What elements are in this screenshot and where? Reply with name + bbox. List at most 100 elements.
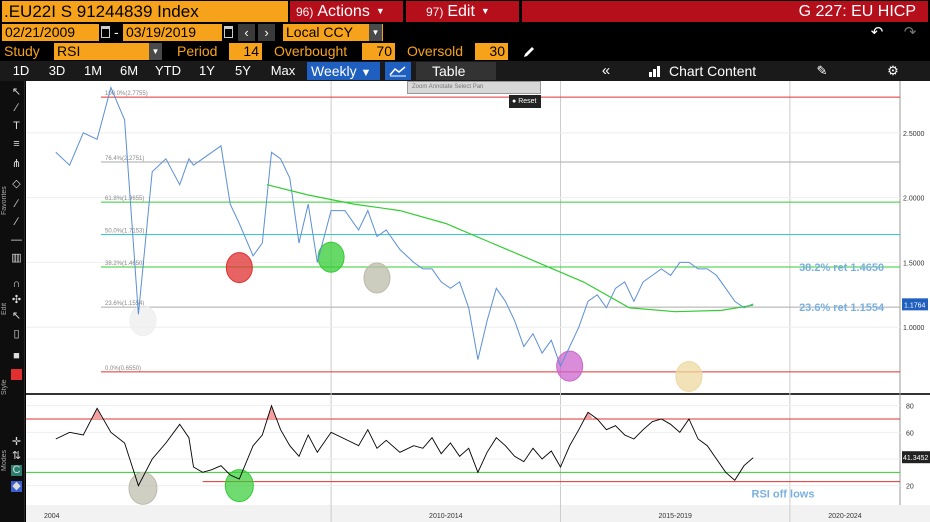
date-separator: - — [114, 24, 119, 40]
trend-line-icon[interactable]: ∕ — [15, 216, 18, 228]
timeframe-ytd[interactable]: YTD — [155, 63, 181, 78]
marker-circle — [317, 241, 345, 273]
fib-level-label: 38.2%(1.4650) — [105, 261, 144, 267]
horizontal-line-icon[interactable]: — — [11, 234, 22, 246]
price-tick-label: 1.5000 — [903, 260, 925, 267]
collapse-icon[interactable]: « — [601, 62, 611, 79]
price-annotation: 38.2% ret 1.4650 — [799, 262, 884, 274]
actions-menu-button[interactable]: 96) Actions ▼ — [290, 1, 403, 22]
draw-line-icon[interactable]: ∕ — [15, 102, 18, 114]
table-button[interactable]: Table — [416, 62, 496, 80]
chart-content-label: Chart Content — [669, 63, 757, 79]
color-swatch-icon[interactable]: ■ — [13, 350, 20, 362]
text-tool-icon[interactable]: T — [13, 120, 20, 132]
magnet-icon[interactable]: ∩ — [12, 278, 21, 290]
shape-tool-icon[interactable]: ◇ — [12, 178, 21, 190]
bar-chart-icon — [649, 66, 660, 77]
actions-menu-label: Actions — [317, 3, 370, 20]
price-tick-label: 1.0000 — [903, 325, 925, 332]
brush-icon[interactable]: ∕ — [15, 198, 18, 210]
zoom-toolbar[interactable]: Zoom Annotate Select Pan — [407, 81, 541, 94]
undo-icon[interactable]: ↶ — [870, 24, 884, 41]
overbought-label: Overbought — [274, 43, 348, 59]
timeframe-3d[interactable]: 3D — [48, 63, 66, 78]
edit-chart-icon[interactable]: ✎ — [816, 63, 828, 78]
timeframe-1d[interactable]: 1D — [12, 63, 30, 78]
chevron-left-icon[interactable]: ‹ — [238, 24, 255, 41]
pencil-icon[interactable] — [521, 44, 537, 60]
caret-down-icon[interactable]: ▼ — [369, 24, 382, 41]
fib-level-label: 61.8%(1.9655) — [105, 196, 144, 202]
edit-menu-number: 97) — [426, 5, 444, 19]
ticker-field[interactable]: .EU22I S 91244839 Index — [2, 1, 288, 22]
crosshair-icon[interactable]: ✛ — [11, 436, 22, 448]
line-chart-icon[interactable] — [385, 62, 411, 80]
red-swatch-icon[interactable] — [11, 369, 22, 380]
rsi-marker-circle — [224, 469, 254, 503]
rsi-overbought-fill — [92, 408, 103, 419]
edit-menu-button[interactable]: 97) Edit ▼ — [406, 1, 519, 22]
mode-icon[interactable]: C — [11, 464, 22, 476]
rsi-marker-circle — [128, 471, 158, 505]
chart-area[interactable]: 2.5000 2.0000 1.5000 1.0000 100.0%(2.7755) 76… — [26, 81, 930, 522]
modes-label: Modes — [1, 449, 8, 471]
chart-toolbar: 1D 3D 1M 6M YTD 1Y 5Y Max Weekly ▼ Table « Char… — [0, 61, 930, 81]
cursor-icon[interactable]: ↖ — [11, 86, 22, 98]
calendar-icon[interactable] — [101, 26, 110, 38]
chart-svg[interactable]: 2.5000 2.0000 1.5000 1.0000 100.0%(2.7755) 76… — [26, 81, 930, 522]
gear-icon[interactable]: ⚙ — [887, 63, 899, 78]
trash-icon[interactable]: ▯ — [13, 328, 20, 340]
marker-circle — [129, 305, 157, 337]
last-price-label: 1.1764 — [904, 302, 926, 309]
title-bar: .EU22I S 91244839 Index 96) Actions ▼ 97) E… — [0, 0, 930, 23]
marker-circle — [675, 360, 703, 392]
fibonacci-icon[interactable]: ≡ — [13, 138, 20, 150]
channel-icon[interactable]: ▥ — [11, 252, 22, 264]
chart-content-button[interactable]: Chart Content — [624, 62, 804, 80]
xaxis-bg — [26, 505, 930, 522]
timeframe-max[interactable]: Max — [270, 63, 296, 78]
marker-circle — [225, 252, 253, 284]
caret-down-icon: ▼ — [480, 6, 490, 16]
timeframe-5y[interactable]: 5Y — [235, 63, 251, 78]
study-select[interactable]: RSI — [54, 43, 162, 60]
timeframe-1y[interactable]: 1Y — [199, 63, 215, 78]
rsi-tick-label: 60 — [906, 430, 914, 437]
marker-circle — [363, 262, 391, 294]
select-icon[interactable]: ↖ — [11, 310, 22, 322]
period-label: Period — [177, 43, 218, 59]
calendar-icon[interactable] — [224, 26, 233, 38]
end-date-field[interactable]: 03/19/2019 — [123, 24, 222, 41]
fib-level-label: 100.0%(2.7755) — [105, 91, 148, 97]
date-range-bar: 02/21/2009 - 03/19/2019 ‹ › Local CCY ▼ … — [0, 23, 930, 42]
reset-button[interactable]: ● Reset — [509, 95, 541, 108]
rsi-overbought-fill — [266, 405, 277, 419]
price-tick-label: 2.5000 — [903, 131, 925, 138]
currency-select[interactable]: Local CCY — [283, 24, 383, 41]
redo-icon[interactable]: ↷ — [903, 24, 917, 41]
timeframe-1m[interactable]: 1M — [83, 63, 103, 78]
fib-level-label: 23.6%(1.1554) — [105, 301, 144, 307]
oversold-input[interactable]: 30 — [475, 43, 508, 60]
fib-level-label: 76.4%(2.2751) — [105, 156, 144, 162]
rsi-panel-bg — [26, 395, 930, 505]
edit-menu-label: Edit — [447, 3, 475, 20]
favorites-label: Favorites — [1, 186, 8, 215]
chevron-right-icon[interactable]: › — [258, 24, 275, 41]
x-axis-label: 2020-2024 — [828, 513, 862, 520]
timeframe-6m[interactable]: 6M — [119, 63, 139, 78]
app-icon[interactable]: ◆ — [11, 480, 22, 492]
panel-divider — [26, 393, 930, 395]
price-tick-label: 2.0000 — [903, 196, 925, 203]
period-input[interactable]: 14 — [229, 43, 262, 60]
caret-down-icon: ▼ — [360, 67, 372, 79]
move-icon[interactable]: ✣ — [11, 294, 22, 306]
start-date-field[interactable]: 02/21/2009 — [2, 24, 99, 41]
edit-label: Edit — [1, 302, 8, 315]
overbought-input[interactable]: 70 — [362, 43, 395, 60]
caret-down-icon[interactable]: ▼ — [149, 43, 162, 60]
x-axis-label: 2004 — [44, 513, 60, 520]
frequency-select[interactable]: Weekly ▼ — [307, 62, 380, 80]
measure-icon[interactable]: ⇅ — [11, 450, 22, 462]
pitchfork-icon[interactable]: ⋔ — [11, 158, 22, 170]
